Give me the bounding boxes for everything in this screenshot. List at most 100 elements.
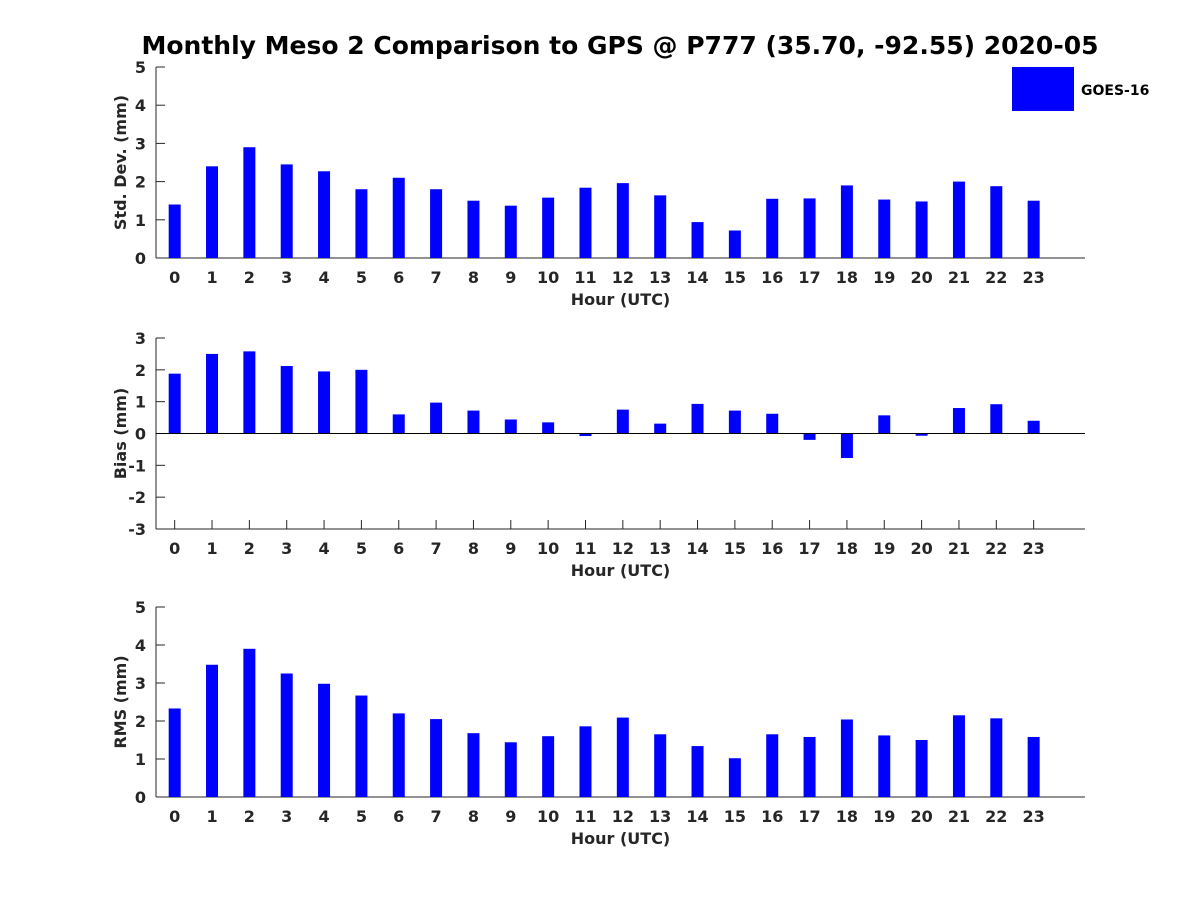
bar-hour-3 bbox=[280, 366, 293, 434]
x-tick-label: 22 bbox=[985, 268, 1007, 287]
y-tick-label: 5 bbox=[135, 598, 146, 617]
chart-title: Monthly Meso 2 Comparison to GPS @ P777 … bbox=[142, 31, 1099, 60]
bar-hour-10 bbox=[542, 422, 555, 434]
x-tick-label: 11 bbox=[574, 539, 596, 558]
y-tick-label: 0 bbox=[135, 249, 146, 268]
bar-hour-17 bbox=[803, 198, 816, 258]
bar-hour-20 bbox=[915, 201, 928, 258]
bar-hour-18 bbox=[840, 719, 853, 797]
x-tick-label: 6 bbox=[393, 268, 404, 287]
bar-hour-9 bbox=[504, 205, 517, 258]
x-tick-label: 8 bbox=[468, 539, 479, 558]
bar-hour-14 bbox=[691, 403, 704, 434]
x-tick-label: 15 bbox=[724, 539, 746, 558]
x-tick-label: 0 bbox=[169, 539, 180, 558]
bar-hour-18 bbox=[840, 433, 853, 459]
x-tick-label: 18 bbox=[836, 268, 858, 287]
bar-hour-6 bbox=[392, 177, 405, 258]
bar-hour-23 bbox=[1027, 420, 1040, 434]
y-tick-label: 2 bbox=[135, 361, 146, 380]
x-tick-label: 6 bbox=[393, 539, 404, 558]
x-tick-label: 9 bbox=[505, 539, 516, 558]
bar-hour-5 bbox=[355, 189, 368, 258]
x-axis-label: Hour (UTC) bbox=[571, 290, 671, 309]
x-tick-label: 10 bbox=[537, 268, 559, 287]
x-tick-label: 6 bbox=[393, 807, 404, 826]
bar-hour-13 bbox=[654, 195, 667, 258]
x-tick-label: 12 bbox=[612, 539, 634, 558]
x-tick-label: 9 bbox=[505, 268, 516, 287]
bar-hour-22 bbox=[990, 404, 1003, 434]
bar-hour-15 bbox=[728, 410, 741, 434]
x-axis-label: Hour (UTC) bbox=[571, 829, 671, 848]
bar-hour-19 bbox=[878, 735, 891, 797]
x-tick-label: 13 bbox=[649, 268, 671, 287]
bar-hour-16 bbox=[766, 198, 779, 258]
bar-hour-5 bbox=[355, 369, 368, 434]
bar-hour-16 bbox=[766, 413, 779, 434]
y-tick-label: -3 bbox=[128, 520, 146, 539]
x-tick-label: 14 bbox=[686, 807, 708, 826]
x-tick-label: 21 bbox=[948, 268, 970, 287]
x-tick-label: 14 bbox=[686, 268, 708, 287]
x-tick-label: 11 bbox=[574, 807, 596, 826]
x-tick-label: 17 bbox=[798, 539, 820, 558]
x-tick-label: 19 bbox=[873, 539, 895, 558]
x-tick-label: 20 bbox=[910, 807, 932, 826]
x-tick-label: 7 bbox=[431, 268, 442, 287]
x-tick-label: 3 bbox=[281, 807, 292, 826]
bar-hour-8 bbox=[467, 733, 480, 797]
bar-hour-7 bbox=[430, 402, 443, 434]
y-tick-label: 3 bbox=[135, 674, 146, 693]
y-tick-label: -1 bbox=[128, 456, 146, 475]
bar-hour-7 bbox=[430, 719, 443, 797]
x-tick-label: 5 bbox=[356, 268, 367, 287]
bar-hour-4 bbox=[318, 371, 331, 434]
bar-hour-17 bbox=[803, 736, 816, 797]
bar-hour-20 bbox=[915, 740, 928, 797]
y-tick-label: -2 bbox=[128, 488, 146, 507]
bar-hour-1 bbox=[206, 166, 219, 258]
x-tick-label: 15 bbox=[724, 268, 746, 287]
bar-hour-6 bbox=[392, 414, 405, 434]
bar-hour-10 bbox=[542, 736, 555, 797]
bar-hour-1 bbox=[206, 664, 219, 797]
bar-hour-21 bbox=[952, 715, 965, 797]
x-tick-label: 20 bbox=[910, 539, 932, 558]
x-tick-label: 11 bbox=[574, 268, 596, 287]
y-tick-label: 1 bbox=[135, 750, 146, 769]
y-tick-label: 2 bbox=[135, 173, 146, 192]
y-axis-label: Std. Dev. (mm) bbox=[111, 95, 130, 230]
y-axis-label: RMS (mm) bbox=[111, 655, 130, 748]
x-tick-label: 19 bbox=[873, 268, 895, 287]
y-tick-label: 3 bbox=[135, 134, 146, 153]
bar-hour-19 bbox=[878, 199, 891, 258]
bar-hour-23 bbox=[1027, 736, 1040, 797]
bar-hour-4 bbox=[318, 683, 331, 797]
bar-hour-22 bbox=[990, 186, 1003, 258]
bar-hour-11 bbox=[579, 726, 592, 797]
bar-hour-9 bbox=[504, 742, 517, 797]
x-tick-label: 16 bbox=[761, 539, 783, 558]
x-tick-label: 0 bbox=[169, 268, 180, 287]
bar-hour-18 bbox=[840, 185, 853, 258]
y-tick-label: 1 bbox=[135, 211, 146, 230]
x-tick-label: 0 bbox=[169, 807, 180, 826]
bar-hour-9 bbox=[504, 419, 517, 434]
x-tick-label: 21 bbox=[948, 539, 970, 558]
x-tick-label: 5 bbox=[356, 807, 367, 826]
bar-hour-19 bbox=[878, 415, 891, 434]
y-tick-label: 0 bbox=[135, 425, 146, 444]
x-tick-label: 21 bbox=[948, 807, 970, 826]
x-tick-label: 16 bbox=[761, 807, 783, 826]
bar-hour-12 bbox=[616, 717, 629, 797]
bar-hour-11 bbox=[579, 433, 592, 437]
x-tick-label: 7 bbox=[431, 539, 442, 558]
bar-hour-13 bbox=[654, 734, 667, 797]
y-tick-label: 3 bbox=[135, 329, 146, 348]
x-tick-label: 1 bbox=[206, 539, 217, 558]
x-tick-label: 4 bbox=[318, 539, 329, 558]
x-tick-label: 19 bbox=[873, 807, 895, 826]
x-tick-label: 9 bbox=[505, 807, 516, 826]
